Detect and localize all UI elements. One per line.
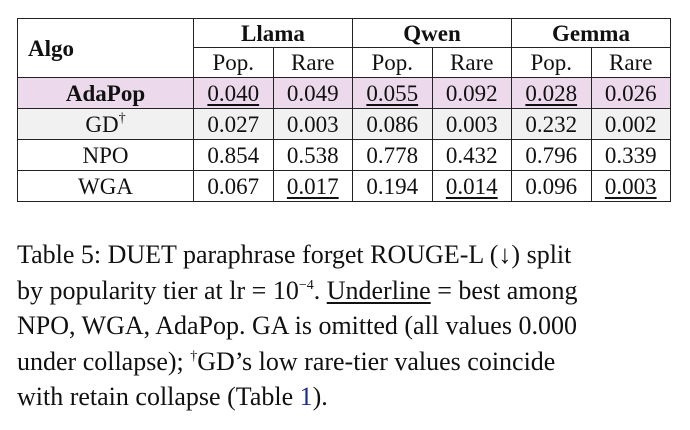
value-cell: 0.232 — [511, 108, 592, 140]
caption-exponent: −4 — [298, 277, 314, 293]
table-row: WGA 0.067 0.017 0.194 0.014 0.096 0.003 — [17, 170, 671, 202]
caption-underline-word: Underline — [326, 275, 431, 305]
algo-name-cell: GD† — [17, 108, 194, 140]
value: 0.067 — [207, 173, 260, 199]
table-caption: Table 5: DUET paraphrase forget ROUGE-L … — [17, 237, 673, 415]
caption-line-2c: = best among — [430, 275, 578, 305]
header-row-models: Algo Llama Qwen Gemma — [17, 18, 671, 78]
value: 0.027 — [207, 111, 260, 137]
value-cell: 0.003 — [431, 108, 512, 140]
algo-name: GD — [85, 111, 119, 137]
subheader-pop: Pop. — [193, 47, 274, 78]
caption-line-4a: under collapse); — [17, 346, 191, 376]
best-value: 0.055 — [366, 80, 419, 106]
value-cell: 0.003 — [272, 108, 353, 140]
value: 0.086 — [366, 111, 419, 137]
value-cell: 0.040 — [193, 77, 274, 109]
value-cell: 0.003 — [590, 170, 671, 202]
model-header-qwen: Qwen — [352, 18, 512, 48]
value-cell: 0.086 — [352, 108, 433, 140]
algo-name: WGA — [78, 173, 133, 199]
caption-line-5b: ). — [312, 382, 328, 411]
best-value: 0.014 — [445, 173, 498, 199]
subheader-rare: Rare — [272, 47, 353, 78]
algo-name-cell: WGA — [17, 170, 194, 202]
subheader-pop: Pop. — [511, 47, 592, 78]
caption-line-2a: by popularity tier at lr = 10 — [17, 275, 299, 305]
algo-name: AdaPop — [65, 80, 146, 106]
subheader-rare: Rare — [590, 47, 671, 78]
table-row: AdaPop 0.040 0.049 0.055 0.092 0.028 0.026 — [17, 77, 671, 109]
value-cell: 0.049 — [272, 77, 353, 109]
value: 0.049 — [286, 80, 339, 106]
value: 0.026 — [604, 80, 657, 106]
table-ref-link[interactable]: 1 — [299, 382, 313, 411]
value: 0.003 — [445, 111, 498, 137]
caption-dagger: † — [190, 348, 198, 364]
subheader-pop: Pop. — [352, 47, 433, 78]
algo-column-header: Algo — [17, 18, 194, 78]
header-row-tiers: Pop. Rare Pop. Rare Pop. Rare — [18, 47, 671, 78]
value-cell: 0.027 — [193, 108, 274, 140]
value-cell: 0.028 — [511, 77, 592, 109]
value: 0.778 — [366, 142, 419, 168]
value-cell: 0.014 — [431, 170, 512, 202]
value-cell: 0.339 — [590, 139, 671, 171]
value: 0.796 — [525, 142, 578, 168]
value: 0.194 — [366, 173, 419, 199]
results-table: Algo Llama Qwen Gemma Pop. Rare Pop. Rar… — [17, 18, 671, 202]
value: 0.339 — [604, 142, 657, 168]
value: 0.538 — [286, 142, 339, 168]
algo-name: NPO — [82, 142, 129, 168]
value-cell: 0.778 — [352, 139, 433, 171]
best-value: 0.028 — [525, 80, 578, 106]
value-cell: 0.055 — [352, 77, 433, 109]
caption-line-2b: . — [313, 275, 327, 305]
caption-line-1: Table 5: DUET paraphrase forget ROUGE-L … — [17, 240, 572, 269]
algo-name-cell: NPO — [17, 139, 194, 171]
value: 0.003 — [286, 111, 339, 137]
table-row: NPO 0.854 0.538 0.778 0.432 0.796 0.339 — [17, 139, 671, 171]
table-body: AdaPop 0.040 0.049 0.055 0.092 0.028 0.026 GD† 0… — [17, 77, 671, 202]
value-cell: 0.194 — [352, 170, 433, 202]
algo-name-cell: AdaPop — [17, 77, 194, 109]
value: 0.002 — [604, 111, 657, 137]
caption-line-3: NPO, WGA, AdaPop. GA is omitted (all val… — [17, 311, 577, 340]
best-value: 0.017 — [286, 173, 339, 199]
value-cell: 0.432 — [431, 139, 512, 171]
value-cell: 0.796 — [511, 139, 592, 171]
caption-line-4b: GD’s low rare-tier values coincide — [197, 346, 556, 376]
value-cell: 0.854 — [193, 139, 274, 171]
value: 0.096 — [525, 173, 578, 199]
value-cell: 0.538 — [272, 139, 353, 171]
value-cell: 0.002 — [590, 108, 671, 140]
model-header-llama: Llama — [193, 18, 353, 48]
value: 0.092 — [445, 80, 498, 106]
best-value: 0.003 — [604, 173, 657, 199]
table-row: GD† 0.027 0.003 0.086 0.003 0.232 0.002 — [17, 108, 671, 140]
caption-line-5a: with retain collapse (Table — [17, 382, 300, 411]
subheader-rare: Rare — [431, 47, 512, 78]
value-cell: 0.067 — [193, 170, 274, 202]
value: 0.432 — [445, 142, 498, 168]
dagger-mark: † — [118, 110, 126, 126]
value-cell: 0.096 — [511, 170, 592, 202]
model-header-gemma: Gemma — [511, 18, 671, 48]
value-cell: 0.026 — [590, 77, 671, 109]
value: 0.232 — [525, 111, 578, 137]
value-cell: 0.017 — [272, 170, 353, 202]
value-cell: 0.092 — [431, 77, 512, 109]
best-value: 0.040 — [207, 80, 260, 106]
value: 0.854 — [207, 142, 260, 168]
